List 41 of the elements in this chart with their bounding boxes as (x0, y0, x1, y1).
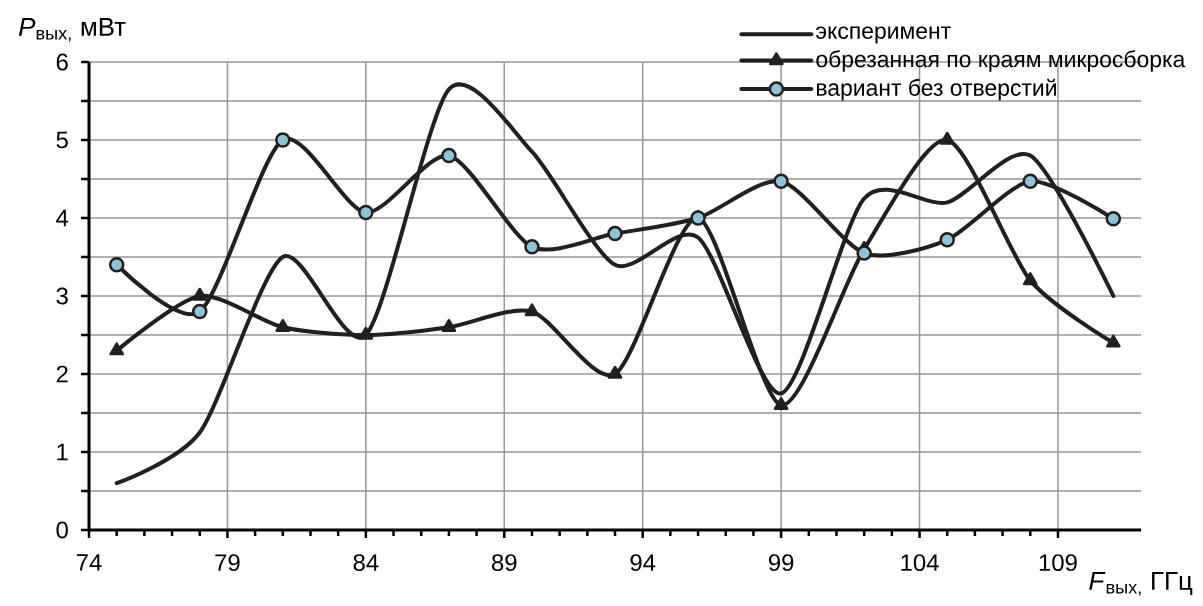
point (275, 318, 291, 332)
y-axis-title: P$_{вых,}$ мВт (18, 17, 126, 42)
point (524, 239, 540, 255)
point (109, 342, 125, 356)
x-tick-label: 99 (768, 554, 794, 572)
legend-label: эксперимент (815, 26, 951, 44)
point (939, 232, 955, 248)
y-tick-label: 4 (56, 209, 69, 227)
point (773, 173, 789, 190)
point (1022, 272, 1038, 286)
point (192, 303, 208, 320)
legend-label: обрезанная по краям микросборка (816, 50, 1186, 72)
point (275, 132, 291, 148)
x-tick-label: 94 (630, 554, 656, 572)
point (441, 318, 457, 332)
x-tick-label: 74 (76, 554, 102, 571)
y-tick-label: 2 (56, 365, 68, 383)
legend-label: вариант без отверстий (816, 78, 1056, 101)
point (358, 204, 374, 221)
y-tick-label: 6 (56, 53, 68, 71)
y-tick-label: 3 (56, 287, 68, 305)
point (441, 147, 457, 164)
x-tick-label: 79 (215, 554, 240, 572)
point (1022, 173, 1039, 190)
point (607, 225, 623, 242)
y-tick-label: 1 (57, 443, 68, 461)
point (773, 396, 789, 410)
point (607, 365, 623, 379)
x-tick-label: 84 (353, 554, 379, 572)
x-tick-label: 89 (492, 554, 517, 572)
point (192, 287, 208, 301)
point (1105, 211, 1122, 227)
point (108, 257, 125, 273)
x-tick-label: 109 (1039, 554, 1077, 572)
point (1106, 334, 1121, 348)
point (524, 303, 540, 317)
x-tick-label: 104 (901, 554, 939, 572)
y-tick-label: 0 (56, 521, 68, 539)
point (856, 245, 872, 261)
y-tick-label: 5 (56, 131, 68, 149)
x-axis-title: F$_{вых,}$ ГГц (1089, 571, 1193, 596)
